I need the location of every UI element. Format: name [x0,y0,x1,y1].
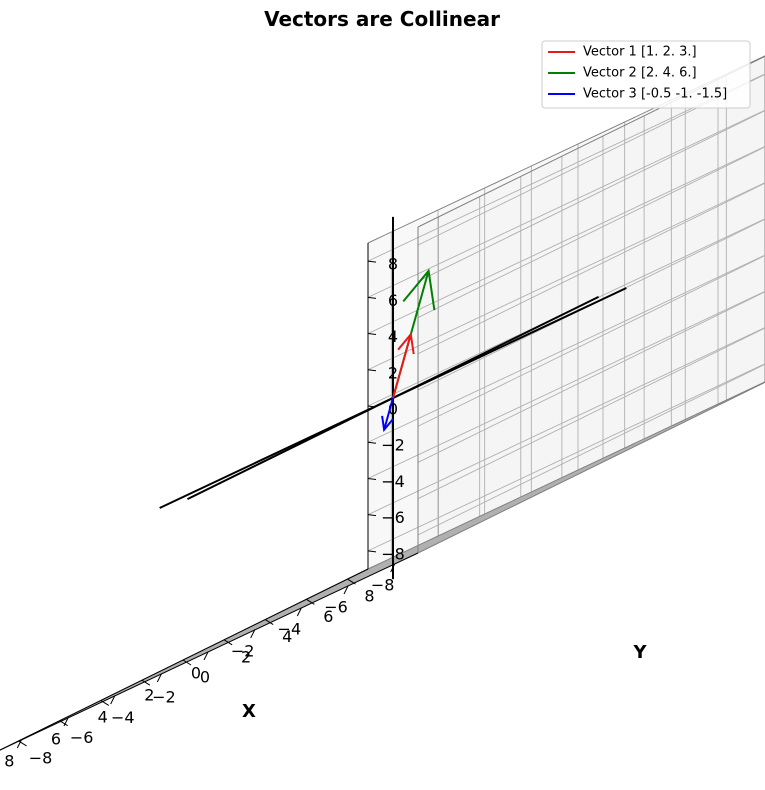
pane-edge [417,381,765,554]
legend-label-1: Vector 1 [1. 2. 3.] [583,45,697,60]
x-tick-mark [156,673,162,683]
y-tick-mark [182,659,192,666]
vector-1-shaft [392,334,412,399]
chart-title: Vectors are Collinear [264,7,500,31]
grid-line-y-floor [59,522,480,722]
x-tick-label: 6 [51,730,61,749]
x-tick-label: 0 [191,664,201,683]
z-tick-mark [367,514,377,517]
y-tick-label: 4 [282,627,292,646]
pane-edge [367,381,765,570]
grid-line-z-xwall [417,363,765,536]
grid-line-z-ywall [367,145,765,334]
z-tick-mark [367,333,377,336]
z-tick-mark [367,441,377,444]
z-tick-mark [367,369,377,372]
x-tick-label: 2 [144,686,154,705]
y-tick-mark [100,700,110,706]
z-tick-mark [367,260,377,263]
y-tick-mark [141,679,151,686]
y-tick-label: −4 [111,708,135,727]
y-tick-mark [59,720,68,727]
y-tick-mark [306,598,315,605]
vector-1-arrowhead [397,332,415,355]
x-tick-label: 8 [4,752,14,771]
grid-line-z-xwall [417,182,765,355]
y-axis-label: Y [632,642,647,663]
grid-line-z-xwall [417,291,765,463]
x-tick-label: −6 [324,598,348,617]
grid-line-y-floor [100,502,521,701]
y-tick-mark [223,639,233,646]
z-tick-mark [367,550,377,553]
x-tick-label: −8 [371,576,395,595]
grid-line-z-ywall [367,290,765,479]
x-tick-mark [203,651,209,661]
y-tick-label: 2 [241,647,251,666]
y-tick-label: 0 [200,668,210,687]
y-tick-label: 6 [323,607,333,626]
vector-series [381,268,436,433]
y-tick-label: −2 [152,688,176,707]
x-tick-mark [63,717,69,727]
y-tick-label: 8 [364,587,374,606]
grid-lines [18,56,765,742]
grid-line-z-xwall [417,255,765,427]
x-tick-mark [296,607,302,617]
grid-line-y-floor [223,441,645,641]
grid-line-y-floor [141,481,563,681]
x-axis-line [0,552,419,751]
legend-box [541,40,751,109]
grid-line-z-xwall [417,110,765,282]
grid-line-z-ywall [367,109,765,298]
grid-line-z-ywall [367,363,765,552]
grid-line-z-ywall [367,182,765,371]
grid-line-z-xwall [417,146,765,318]
grid-line-y-floor [306,400,727,600]
legend-label-3: Vector 3 [-0.5 -1. -1.5] [583,87,727,102]
x-tick-label: −4 [278,620,302,639]
axis-panes [0,55,765,751]
y-tick-mark [347,578,356,585]
x-tick-mark [250,629,256,639]
z-tick-mark [367,296,377,299]
x-tick-mark [16,739,22,749]
x-tick-label: 4 [98,708,108,727]
grid-line-z-xwall [417,327,765,500]
grid-line-z-ywall [367,254,765,443]
vector-3-shaft [383,397,394,431]
grid-line-z-ywall [367,327,765,516]
y-tick-label: −8 [29,748,53,767]
y-tick-mark [18,740,27,747]
grid-line-y-floor [265,421,686,620]
legend-label-2: Vector 2 [2. 4. 6.] [583,66,697,81]
legend: Vector 1 [1. 2. 3.] Vector 2 [2. 4. 6.] Ve… [541,40,751,109]
y-tick-label: −6 [70,728,94,747]
x-tick-mark [343,585,349,595]
x-tick-label: −2 [231,642,255,661]
y-tick-mark [264,619,274,625]
z-tick-mark [367,477,377,480]
x-axis-label: X [242,701,256,722]
y-wall-pane [368,55,765,569]
vector-3-arrowhead [381,415,394,433]
vector-2-arrowhead [402,268,436,311]
x-tick-mark [110,695,116,705]
